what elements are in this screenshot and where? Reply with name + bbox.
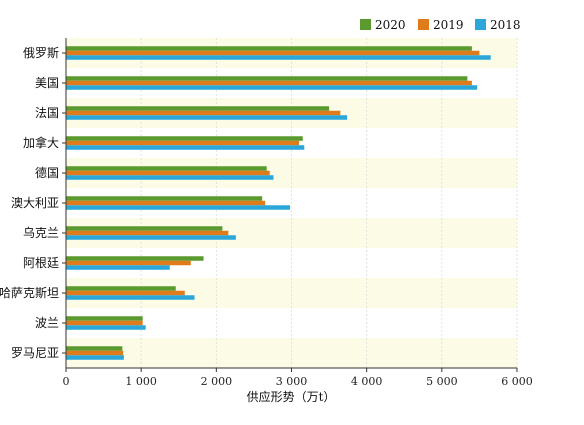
- category-label: 阿根廷: [23, 256, 59, 270]
- bar-2020-7: [66, 226, 223, 231]
- bar-2020-9: [66, 286, 176, 291]
- bar-2018-7: [66, 235, 236, 240]
- category-label: 加拿大: [23, 135, 59, 150]
- bar-2018-10: [66, 325, 146, 330]
- category-label: 法国: [35, 106, 59, 120]
- bar-2020-5: [66, 166, 267, 171]
- legend-label-2018: 2018: [490, 18, 521, 32]
- bar-2019-11: [66, 350, 124, 356]
- bar-2020-3: [66, 106, 330, 111]
- bar-2018-4: [66, 145, 305, 150]
- x-tick-label: 1 000: [125, 375, 157, 388]
- bar-2019-6: [66, 200, 266, 206]
- bar-2018-8: [66, 265, 170, 270]
- bar-2019-8: [66, 260, 191, 266]
- bar-2019-3: [66, 110, 341, 116]
- category-label: 哈萨克斯坦: [0, 286, 59, 300]
- bar-2018-3: [66, 115, 348, 120]
- bar-2018-2: [66, 85, 478, 90]
- bar-2020-1: [66, 46, 472, 51]
- legend-swatch-2018: [475, 19, 486, 30]
- bar-2019-2: [66, 80, 472, 86]
- x-tick-label: 6 000: [501, 375, 533, 388]
- x-tick-label: 2 000: [201, 375, 233, 388]
- bar-2020-6: [66, 196, 263, 201]
- x-tick-label: 0: [63, 375, 70, 388]
- bar-2018-6: [66, 205, 290, 210]
- legend-swatch-2019: [418, 19, 429, 30]
- axes: [62, 38, 518, 372]
- legend-label-2019: 2019: [433, 18, 464, 32]
- x-tick-label: 4 000: [351, 375, 383, 388]
- x-tick-labels: 0 1 000 2 000 3 000 4 000 5 000 6 000: [63, 375, 533, 388]
- bar-2020-11: [66, 346, 123, 351]
- bar-2019-1: [66, 50, 480, 56]
- bar-2020-4: [66, 136, 303, 141]
- legend-label-2020: 2020: [375, 18, 406, 32]
- category-label: 澳大利亚: [11, 196, 59, 210]
- category-label: 俄罗斯: [23, 46, 59, 60]
- bar-2019-7: [66, 230, 229, 236]
- category-label: 波兰: [35, 316, 59, 330]
- category-label: 美国: [35, 76, 59, 90]
- bar-2019-5: [66, 170, 270, 176]
- bar-2019-10: [66, 320, 143, 326]
- bar-2020-8: [66, 256, 204, 261]
- bars: [66, 46, 491, 360]
- x-axis-title: 供应形势（万t）: [247, 389, 336, 404]
- legend-swatch-2020: [360, 19, 371, 30]
- bar-2019-4: [66, 140, 300, 146]
- bar-2020-10: [66, 316, 143, 321]
- legend: 2020 2019 2018: [360, 18, 521, 32]
- bar-2020-2: [66, 76, 468, 81]
- bar-2018-11: [66, 355, 124, 360]
- x-tick-label: 3 000: [276, 375, 308, 388]
- bar-2018-9: [66, 295, 195, 300]
- category-label: 德国: [35, 165, 59, 180]
- x-tick-label: 5 000: [426, 375, 458, 388]
- category-label: 乌克兰: [23, 225, 59, 240]
- category-label: 罗马尼亚: [11, 346, 59, 360]
- bar-2019-9: [66, 290, 185, 296]
- bar-2018-5: [66, 175, 274, 180]
- bar-2018-1: [66, 55, 491, 60]
